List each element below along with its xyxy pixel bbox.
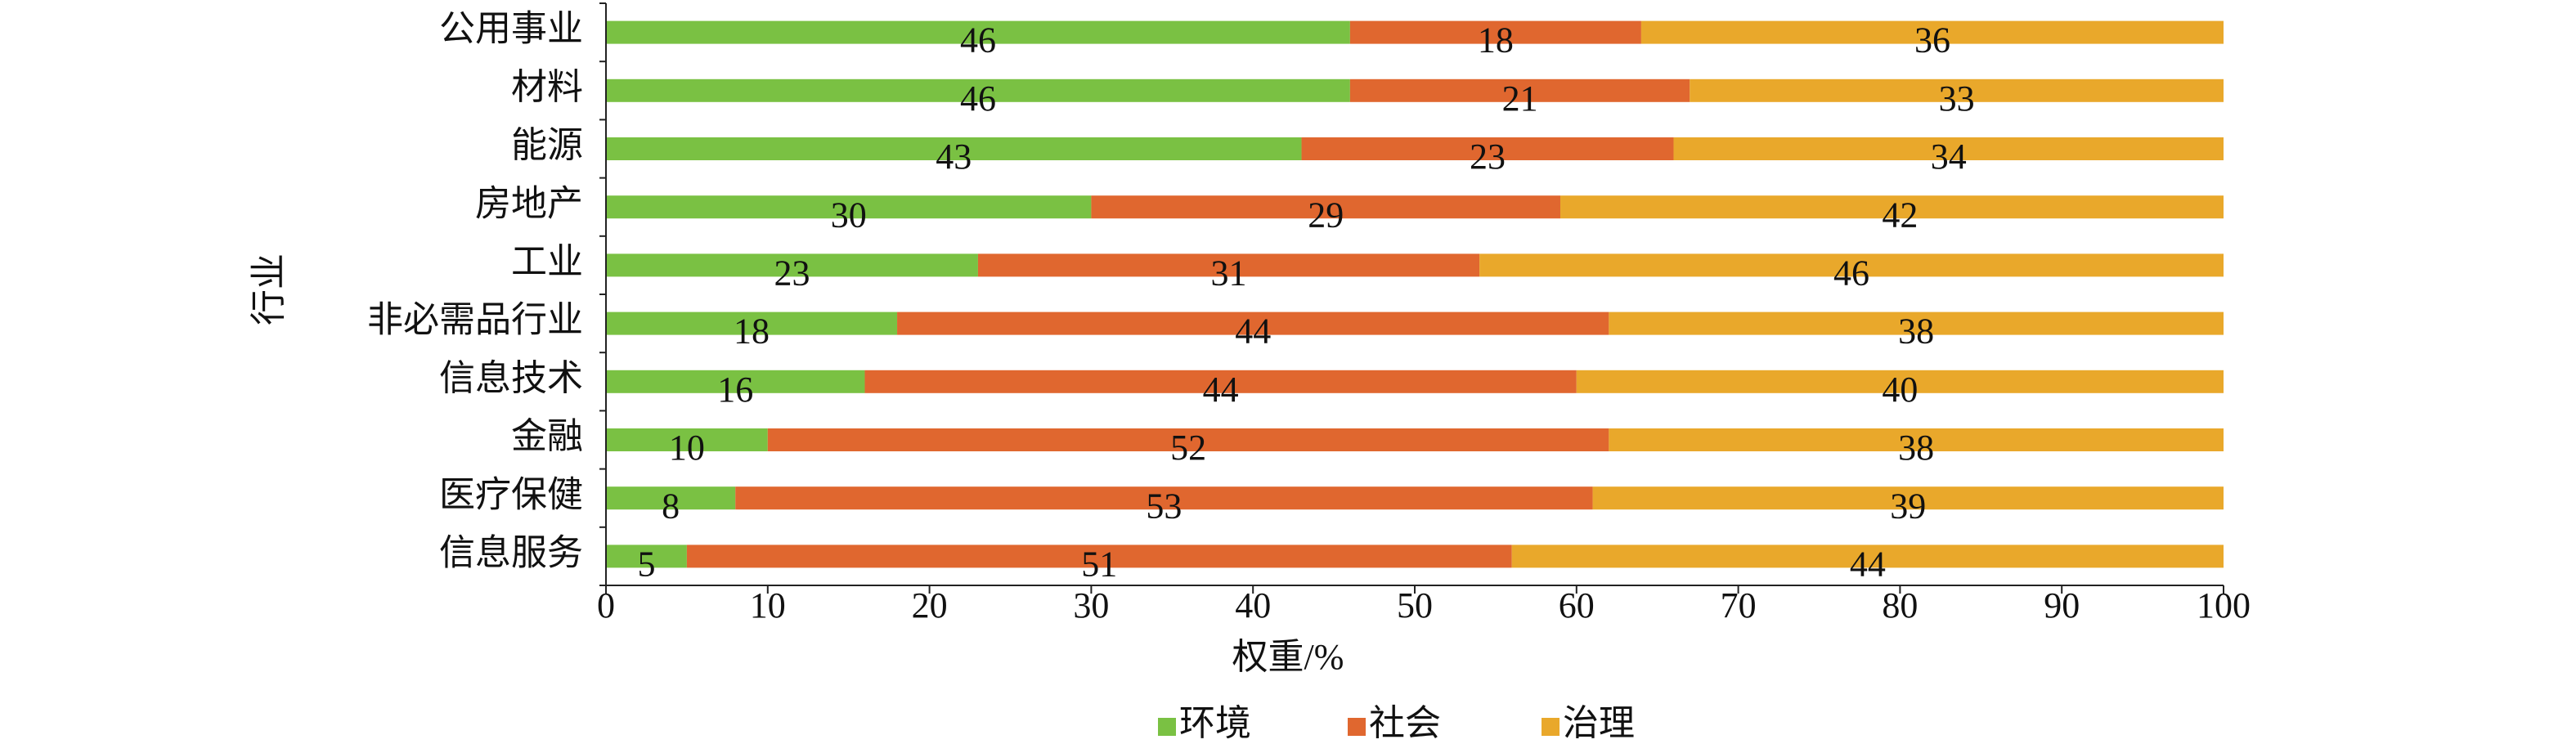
bar-segment xyxy=(1091,195,1561,219)
data-label: 44 xyxy=(1850,544,1886,584)
bar-segment xyxy=(606,253,978,277)
data-label: 34 xyxy=(1931,137,1967,177)
legend-swatch xyxy=(1348,718,1366,736)
data-label: 23 xyxy=(774,253,810,293)
x-tick-label: 30 xyxy=(1073,585,1109,625)
y-tick-label: 金融 xyxy=(511,416,583,456)
x-tick-label: 50 xyxy=(1397,585,1433,625)
bar-segment xyxy=(606,486,736,510)
data-label: 44 xyxy=(1203,370,1239,410)
data-label: 29 xyxy=(1308,195,1344,235)
data-label: 33 xyxy=(1939,78,1975,119)
bar-segment xyxy=(1592,486,2224,510)
bar-segment xyxy=(1349,78,1690,102)
bar-segment xyxy=(606,137,1302,160)
bar-segment xyxy=(1576,370,2224,393)
y-tick-label: 信息技术 xyxy=(439,358,583,398)
y-tick-label: 非必需品行业 xyxy=(367,300,583,340)
x-tick-label: 20 xyxy=(912,585,948,625)
x-tick-label: 90 xyxy=(2044,585,2080,625)
data-label: 51 xyxy=(1081,544,1117,584)
y-tick-label: 公用事业 xyxy=(439,9,583,49)
bars xyxy=(606,20,2224,568)
legend-swatch xyxy=(1158,718,1176,736)
bar-segment xyxy=(1609,312,2224,335)
bar-segment xyxy=(606,428,768,451)
bar-segment xyxy=(606,312,898,335)
data-label: 30 xyxy=(831,195,867,235)
bar-segment xyxy=(1560,195,2224,219)
data-label: 31 xyxy=(1211,253,1247,293)
data-label: 18 xyxy=(734,312,770,352)
bar-segment xyxy=(1609,428,2224,451)
x-tick-label: 10 xyxy=(750,585,786,625)
bar-segment xyxy=(1301,137,1674,160)
bar-segment xyxy=(606,195,1092,219)
y-tick-label: 信息服务 xyxy=(439,532,583,572)
y-tick-label: 能源 xyxy=(511,125,583,165)
x-axis-label: 权重/% xyxy=(1232,637,1344,677)
bar-segment xyxy=(1690,78,2224,102)
data-label: 5 xyxy=(637,544,655,584)
data-label: 53 xyxy=(1146,486,1182,526)
data-label: 18 xyxy=(1478,20,1514,61)
bar-segment xyxy=(864,370,1577,393)
x-tick-label: 0 xyxy=(597,585,615,625)
y-tick-label: 房地产 xyxy=(475,183,583,223)
bar-segment xyxy=(767,428,1609,451)
x-tick-label: 60 xyxy=(1559,585,1595,625)
data-label: 46 xyxy=(960,20,996,61)
data-label: 23 xyxy=(1470,137,1506,177)
x-tick-label: 100 xyxy=(2197,585,2251,625)
data-label: 38 xyxy=(1898,428,1934,468)
y-tick-label: 医疗保健 xyxy=(439,474,583,514)
bar-segment xyxy=(686,545,1512,568)
x-tick-label: 40 xyxy=(1235,585,1271,625)
bar-segment xyxy=(977,253,1480,277)
y-tick-label: 工业 xyxy=(511,241,583,281)
data-label: 36 xyxy=(1914,20,1950,61)
data-label: 39 xyxy=(1890,486,1926,526)
bar-segment xyxy=(1673,137,2224,160)
bar-segment xyxy=(1349,20,1641,44)
bar-segment xyxy=(606,370,865,393)
legend-swatch xyxy=(1542,718,1560,736)
bar-segment xyxy=(1511,545,2224,568)
bar-segment xyxy=(606,20,1350,44)
bar-segment xyxy=(606,78,1350,102)
x-tick-label: 70 xyxy=(1721,585,1757,625)
y-axis-label: 行业 xyxy=(249,253,289,325)
data-label: 52 xyxy=(1170,428,1206,468)
data-label: 44 xyxy=(1235,312,1271,352)
data-label: 8 xyxy=(662,486,680,526)
bar-segment xyxy=(1640,20,2224,44)
bar-segment xyxy=(897,312,1609,335)
data-label: 42 xyxy=(1882,195,1918,235)
legend-label: 治理 xyxy=(1563,703,1635,743)
data-label: 16 xyxy=(717,370,753,410)
data-label: 46 xyxy=(1833,253,1869,293)
data-label: 21 xyxy=(1502,78,1538,119)
data-label: 43 xyxy=(936,137,972,177)
legend-label: 社会 xyxy=(1369,703,1441,743)
bar-segment xyxy=(1479,253,2224,277)
data-label: 40 xyxy=(1882,370,1918,410)
bar-segment xyxy=(606,545,687,568)
data-label: 38 xyxy=(1898,312,1934,352)
legend-label: 环境 xyxy=(1179,703,1251,743)
data-label: 46 xyxy=(960,78,996,119)
y-tick-label: 材料 xyxy=(511,67,583,107)
data-label: 10 xyxy=(669,428,705,468)
x-tick-label: 80 xyxy=(1882,585,1918,625)
bar-segment xyxy=(735,486,1593,510)
